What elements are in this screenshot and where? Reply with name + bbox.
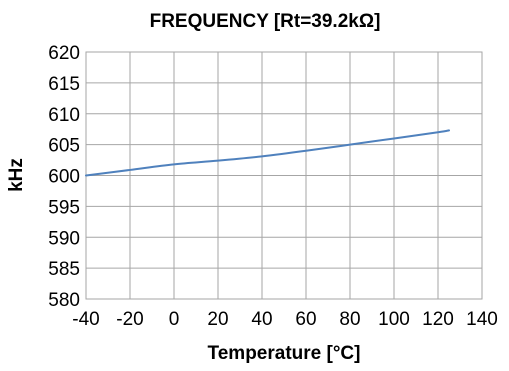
x-axis-label: Temperature [°C] [208,343,361,364]
y-tick-label: 585 [48,259,80,280]
chart-title: FREQUENCY [Rt=39.2kΩ] [150,11,381,32]
x-tick-labels: -40 -20 0 20 40 60 80 100 120 140 [72,309,498,330]
y-tick-label: 610 [48,105,80,126]
y-tick-label: 595 [48,197,80,218]
x-tick-label: 60 [295,309,316,330]
y-tick-label: 620 [48,43,80,64]
y-axis-label: kHz [6,158,27,192]
x-tick-label: 140 [466,309,498,330]
y-tick-label: 600 [48,167,80,188]
x-tick-label: 100 [378,309,410,330]
x-tick-label: -40 [72,309,99,330]
x-tick-label: 120 [422,309,454,330]
x-tick-label: -20 [116,309,143,330]
gridlines [85,51,483,300]
x-tick-label: 80 [339,309,360,330]
series-line-frequency [85,129,450,177]
y-tick-labels: 580 585 590 595 600 605 610 615 620 [48,43,80,311]
y-tick-label: 590 [48,228,80,249]
y-tick-label: 615 [48,74,80,95]
y-tick-label: 605 [48,136,80,157]
x-tick-label: 0 [169,309,180,330]
y-tick-label: 580 [48,290,80,311]
x-tick-label: 40 [251,309,272,330]
series-group [85,129,450,177]
x-tick-label: 20 [207,309,228,330]
